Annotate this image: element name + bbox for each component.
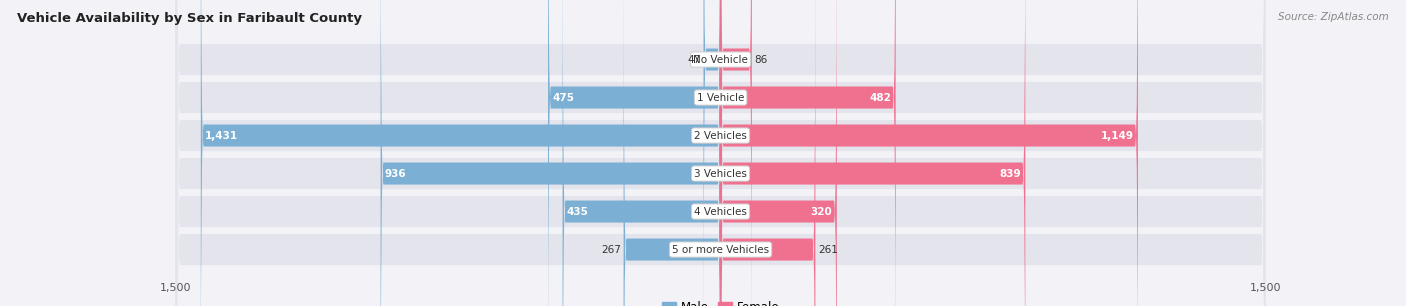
FancyBboxPatch shape [721,0,752,306]
FancyBboxPatch shape [381,0,721,306]
Text: 86: 86 [755,54,768,65]
Text: 2 Vehicles: 2 Vehicles [695,131,747,140]
FancyBboxPatch shape [721,0,1025,306]
FancyBboxPatch shape [703,0,721,306]
Legend: Male, Female: Male, Female [657,296,785,306]
Text: 5 or more Vehicles: 5 or more Vehicles [672,244,769,255]
Text: 320: 320 [811,207,832,217]
Text: 1 Vehicle: 1 Vehicle [697,92,744,103]
Text: 475: 475 [553,92,575,103]
Text: 482: 482 [869,92,891,103]
Text: 435: 435 [567,207,589,217]
FancyBboxPatch shape [176,0,1265,306]
Text: 267: 267 [600,244,620,255]
Text: Source: ZipAtlas.com: Source: ZipAtlas.com [1278,12,1389,22]
Text: Vehicle Availability by Sex in Faribault County: Vehicle Availability by Sex in Faribault… [17,12,361,25]
FancyBboxPatch shape [201,0,721,306]
Text: No Vehicle: No Vehicle [693,54,748,65]
FancyBboxPatch shape [176,0,1265,306]
Text: 4 Vehicles: 4 Vehicles [695,207,747,217]
Text: 261: 261 [818,244,838,255]
FancyBboxPatch shape [562,0,721,306]
Text: 936: 936 [385,169,406,178]
FancyBboxPatch shape [176,0,1265,306]
FancyBboxPatch shape [624,0,721,306]
FancyBboxPatch shape [176,0,1265,306]
Text: 1,149: 1,149 [1101,131,1133,140]
Text: 839: 839 [1000,169,1021,178]
FancyBboxPatch shape [721,0,837,306]
Text: 3 Vehicles: 3 Vehicles [695,169,747,178]
Text: 47: 47 [688,54,700,65]
FancyBboxPatch shape [548,0,721,306]
FancyBboxPatch shape [721,0,1137,306]
FancyBboxPatch shape [176,0,1265,306]
FancyBboxPatch shape [721,0,815,306]
Text: 1,431: 1,431 [205,131,238,140]
FancyBboxPatch shape [721,0,896,306]
FancyBboxPatch shape [176,0,1265,306]
